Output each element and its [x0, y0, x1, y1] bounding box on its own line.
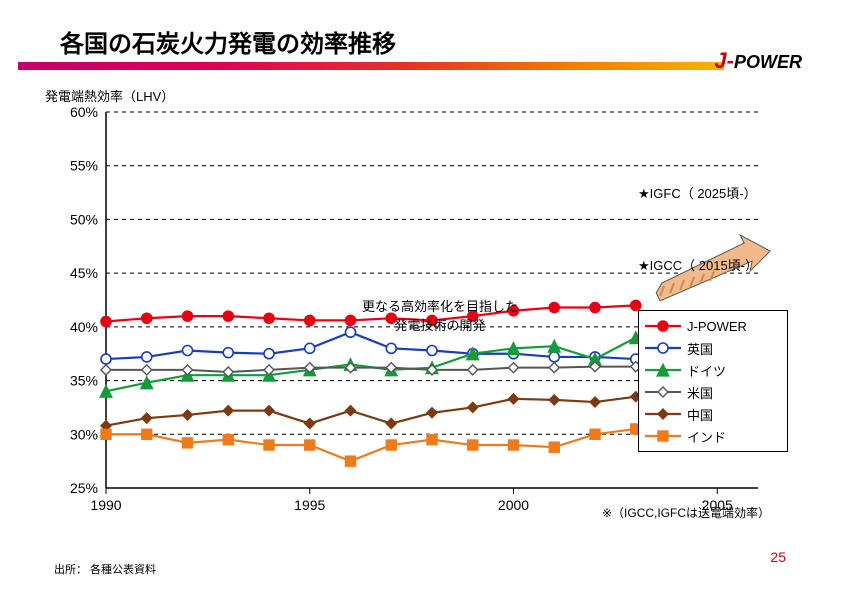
legend-item: 中国 [645, 403, 781, 425]
legend-swatch-icon [645, 429, 681, 443]
legend-swatch-icon [645, 407, 681, 421]
source-text: 出所： 各種公表資料 [54, 561, 156, 577]
legend-item: 米国 [645, 381, 781, 403]
note-igfc: ★IGFC（ 2025頃-） [638, 183, 757, 202]
annotation-text: 更なる高効率化を目指した 発電技術の開発 [340, 296, 540, 334]
svg-text:1990: 1990 [90, 497, 121, 513]
legend-label: 英国 [687, 339, 713, 358]
legend-item: J-POWER [645, 315, 781, 337]
legend-label: インド [687, 427, 726, 446]
brand-logo: J‑POWER [714, 48, 802, 74]
svg-text:2000: 2000 [498, 497, 529, 513]
legend-item: インド [645, 425, 781, 447]
svg-text:60%: 60% [70, 104, 98, 120]
svg-text:25%: 25% [70, 480, 98, 496]
svg-text:30%: 30% [70, 426, 98, 442]
title-underline [18, 62, 724, 70]
page-title: 各国の石炭火力発電の効率推移 [60, 24, 396, 59]
legend-swatch-icon [645, 363, 681, 377]
sub-note: ※（IGCC,IGFCは送電端効率） [602, 504, 770, 521]
logo-text: POWER [734, 52, 802, 72]
legend-item: ドイツ [645, 359, 781, 381]
legend-label: 中国 [687, 405, 713, 424]
svg-text:35%: 35% [70, 373, 98, 389]
note-igcc: ★IGCC（ 2015頃-） [638, 255, 758, 274]
svg-text:55%: 55% [70, 158, 98, 174]
svg-text:50%: 50% [70, 211, 98, 227]
svg-text:40%: 40% [70, 319, 98, 335]
page-number: 25 [770, 549, 786, 565]
y-axis-label: 発電端熱効率（LHV） [45, 86, 174, 105]
logo-mark-icon: J‑ [714, 48, 734, 73]
legend-item: 英国 [645, 337, 781, 359]
legend-label: 米国 [687, 383, 713, 402]
legend-label: J-POWER [687, 319, 747, 334]
legend: J-POWER 英国ドイツ米国中国インド [638, 310, 788, 452]
annotation-line1: 更なる高効率化を目指した [362, 299, 518, 314]
svg-text:45%: 45% [70, 265, 98, 281]
annotation-line2: 発電技術の開発 [394, 318, 485, 333]
legend-label: ドイツ [687, 361, 726, 380]
svg-text:1995: 1995 [294, 497, 325, 513]
legend-swatch-icon [645, 341, 681, 355]
legend-swatch-icon [645, 385, 681, 399]
legend-swatch-icon [645, 319, 681, 333]
